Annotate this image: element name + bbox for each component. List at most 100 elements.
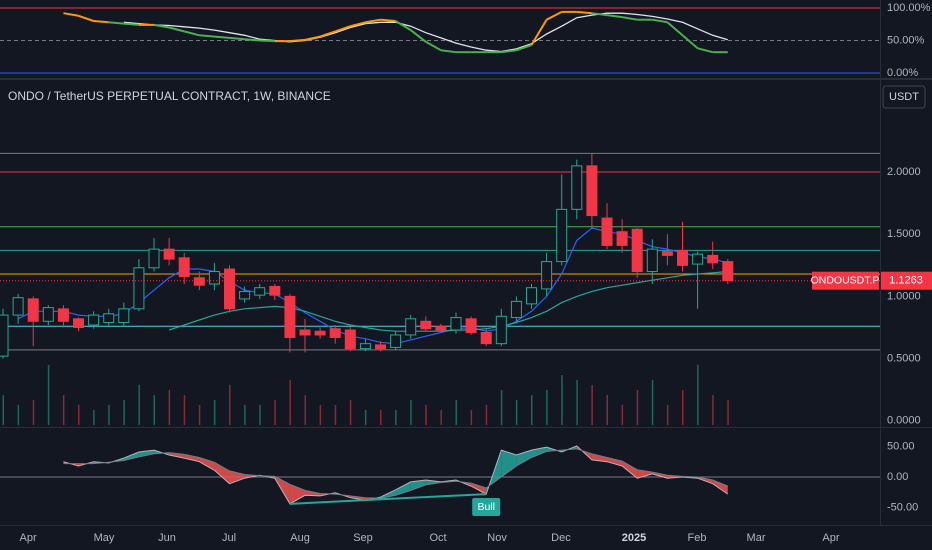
x-tick-label: Aug bbox=[290, 532, 310, 544]
volume-bar bbox=[681, 390, 684, 425]
macd-fill bbox=[395, 481, 411, 496]
candle-body bbox=[329, 328, 341, 338]
volume-bar bbox=[364, 410, 367, 425]
y-tick-label: 100.00% bbox=[887, 2, 931, 14]
volume-bar bbox=[440, 410, 442, 425]
candle-body bbox=[661, 251, 673, 256]
candle-body bbox=[42, 307, 54, 322]
x-tick-label: Sep bbox=[353, 532, 373, 544]
candle-body bbox=[646, 248, 658, 273]
volume-bar bbox=[244, 405, 246, 425]
candle-body bbox=[103, 313, 115, 324]
oscillator-segment bbox=[410, 29, 427, 43]
candle-body bbox=[495, 315, 507, 345]
oscillator-segment bbox=[93, 19, 109, 24]
volume-bar bbox=[485, 405, 488, 425]
volume-bar bbox=[515, 400, 518, 425]
candle-body bbox=[133, 267, 145, 310]
candle-body bbox=[208, 271, 220, 285]
volume-bar bbox=[395, 410, 397, 425]
volume-bar bbox=[425, 405, 427, 425]
y-tick-label: 50.00% bbox=[887, 34, 925, 46]
oscillator-segment bbox=[229, 36, 245, 41]
volume-bar bbox=[108, 405, 110, 425]
candle-body bbox=[148, 248, 160, 269]
oscillator-segment bbox=[183, 30, 200, 37]
candle-body bbox=[224, 268, 236, 310]
candle-body bbox=[435, 325, 447, 331]
oscillator-segment bbox=[365, 18, 381, 24]
volume-bar bbox=[712, 395, 714, 425]
oscillator-segment bbox=[168, 26, 185, 33]
candle-body bbox=[405, 318, 417, 336]
candle-body bbox=[556, 208, 568, 263]
currency-label[interactable]: USDT bbox=[889, 91, 919, 103]
oscillator-segment bbox=[259, 39, 275, 43]
candle-body bbox=[571, 165, 583, 210]
volume-bar bbox=[561, 375, 563, 425]
candle-body bbox=[27, 298, 39, 322]
oscillator-segment bbox=[350, 21, 366, 28]
currency-button[interactable] bbox=[882, 85, 926, 109]
candle-body bbox=[510, 300, 522, 319]
oscillator-segment bbox=[244, 38, 260, 42]
price-tag bbox=[881, 271, 932, 290]
volume-bar bbox=[17, 405, 20, 425]
candle-body bbox=[269, 285, 281, 296]
volume-bar bbox=[546, 390, 548, 425]
candle-body bbox=[541, 261, 553, 290]
oscillator-segment bbox=[78, 14, 94, 22]
volume-bar bbox=[289, 380, 291, 425]
x-tick-label: Jul bbox=[222, 532, 236, 544]
oscillator-segment bbox=[546, 11, 563, 21]
y-tick-label: 0.0000 bbox=[887, 415, 921, 427]
volume-bar bbox=[304, 395, 307, 425]
x-tick-label: Apr bbox=[822, 532, 839, 544]
annotation-box bbox=[472, 498, 501, 516]
oscillator-segment bbox=[395, 20, 412, 31]
divergence-line bbox=[289, 493, 487, 505]
oscillator-segment bbox=[123, 22, 140, 26]
y-tick-label: 1.0000 bbox=[887, 290, 921, 302]
y-tick-label: 0.5000 bbox=[887, 353, 921, 365]
candle-body bbox=[299, 329, 311, 336]
oscillator-segment bbox=[621, 16, 638, 21]
candle-body bbox=[239, 290, 251, 300]
oscillator-segment bbox=[576, 10, 592, 15]
volume-bar bbox=[319, 405, 322, 425]
candle-body bbox=[616, 231, 628, 246]
volume-bar bbox=[229, 385, 231, 425]
macd-fill bbox=[199, 457, 215, 471]
candle-body bbox=[631, 228, 643, 273]
candle-body bbox=[375, 344, 387, 350]
oscillator-segment bbox=[606, 14, 623, 19]
macd-fill bbox=[501, 450, 517, 477]
volume-bar bbox=[666, 405, 669, 425]
oscillator-segment bbox=[199, 34, 215, 38]
macd-fill bbox=[607, 457, 623, 467]
candle-body bbox=[12, 297, 24, 316]
macd-fill bbox=[425, 480, 441, 485]
oscillator-segment bbox=[334, 25, 351, 33]
candle-body bbox=[359, 343, 371, 350]
volume-bar bbox=[259, 405, 261, 425]
candle-body bbox=[314, 330, 326, 336]
y-tick-label: 1.5000 bbox=[887, 228, 921, 240]
candle-body bbox=[88, 314, 100, 326]
x-tick-label: Jun bbox=[158, 532, 176, 544]
candle-body bbox=[692, 253, 704, 265]
candle-body bbox=[57, 308, 69, 322]
oscillator-segment bbox=[153, 23, 170, 29]
volume-bar bbox=[410, 400, 412, 425]
volume-bar bbox=[123, 400, 125, 425]
volume-bar bbox=[153, 395, 156, 425]
volume-bar bbox=[78, 405, 80, 425]
candle-body bbox=[254, 287, 266, 296]
oscillator-segment bbox=[652, 18, 668, 24]
volume-bar bbox=[168, 390, 171, 425]
oscillator-segment bbox=[516, 44, 532, 52]
volume-bar bbox=[470, 410, 473, 425]
oscillator-segment bbox=[63, 12, 79, 17]
